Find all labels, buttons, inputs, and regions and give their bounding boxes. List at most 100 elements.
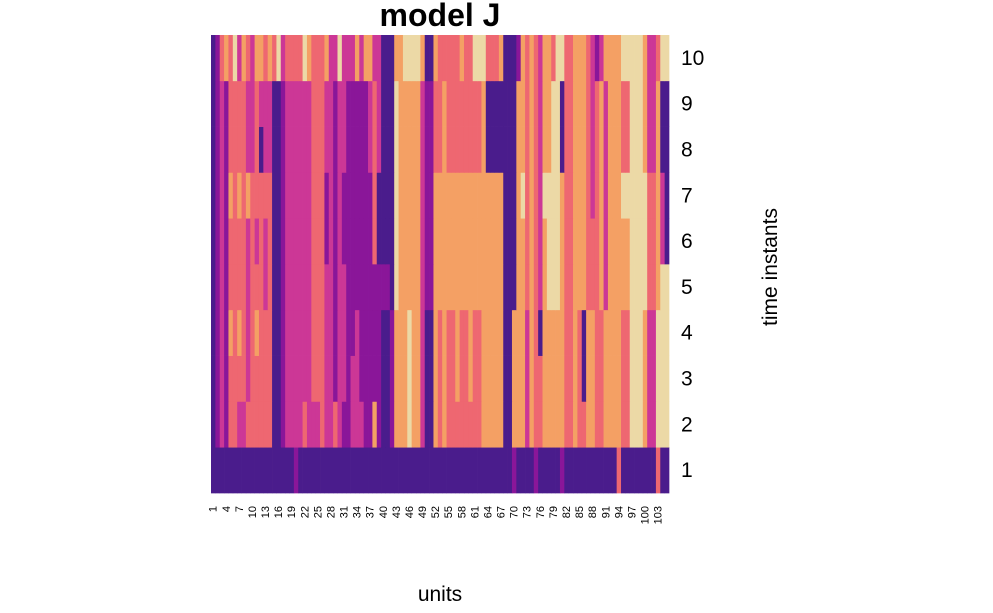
heatmap-cell <box>372 172 378 219</box>
heatmap-cell <box>481 80 487 127</box>
x-tick-label: 85 <box>574 506 586 518</box>
heatmap-cell <box>520 35 526 82</box>
heatmap-cell <box>468 401 474 448</box>
heatmap-cell <box>219 264 225 311</box>
heatmap-cell <box>559 355 565 402</box>
heatmap-cell <box>581 35 587 82</box>
heatmap-cell <box>551 172 556 219</box>
heatmap-cell <box>446 401 452 448</box>
heatmap-cell <box>525 126 530 173</box>
heatmap-cell <box>429 355 434 402</box>
x-tick-label: 97 <box>626 506 638 518</box>
heatmap-cell <box>612 218 618 265</box>
heatmap-cell <box>368 35 373 82</box>
heatmap-cell <box>616 355 622 402</box>
heatmap-cell <box>211 126 216 173</box>
heatmap-cell <box>437 80 443 127</box>
heatmap-cell <box>607 172 613 219</box>
heatmap-cell <box>485 126 491 173</box>
y-tick-label: 8 <box>681 139 693 162</box>
heatmap-cell <box>607 218 613 265</box>
heatmap-cell <box>350 309 356 356</box>
heatmap-cell <box>398 264 404 311</box>
heatmap-cell <box>559 309 565 356</box>
heatmap-cell <box>315 309 321 356</box>
heatmap-cell <box>402 172 408 219</box>
heatmap-cell <box>381 218 386 265</box>
heatmap-cell <box>320 309 325 356</box>
heatmap-cell <box>337 172 343 219</box>
heatmap-cell <box>341 447 347 494</box>
heatmap-cell <box>503 218 508 265</box>
heatmap-cell <box>324 309 330 356</box>
heatmap-cell <box>581 264 587 311</box>
heatmap-cell <box>311 35 317 82</box>
heatmap-cell <box>254 355 260 402</box>
heatmap-cell <box>577 447 583 494</box>
heatmap-cell <box>642 218 648 265</box>
heatmap-cell <box>215 355 221 402</box>
heatmap-cell <box>368 126 373 173</box>
heatmap-cell <box>511 80 517 127</box>
heatmap-cell <box>642 447 648 494</box>
heatmap-cell <box>394 309 399 356</box>
heatmap-cell <box>516 401 522 448</box>
heatmap-cell <box>354 218 360 265</box>
heatmap-cell <box>629 126 635 173</box>
heatmap-cell <box>272 401 277 448</box>
heatmap-cell <box>450 172 456 219</box>
heatmap-cell <box>302 218 308 265</box>
heatmap-cell <box>402 447 408 494</box>
heatmap-cell <box>616 35 622 82</box>
heatmap-cell <box>599 172 604 219</box>
heatmap-cell <box>211 80 216 127</box>
heatmap-cell <box>573 264 578 311</box>
heatmap-cell <box>525 264 530 311</box>
heatmap-cell <box>272 218 277 265</box>
heatmap-cell <box>402 126 408 173</box>
heatmap-cell <box>224 35 229 82</box>
heatmap-cell <box>503 355 508 402</box>
heatmap-cell <box>655 264 661 311</box>
heatmap-cell <box>368 80 373 127</box>
heatmap-cell <box>494 264 500 311</box>
heatmap-cell <box>586 355 591 402</box>
heatmap-cell <box>603 264 609 311</box>
heatmap-cell <box>538 264 543 311</box>
heatmap-cell <box>511 309 517 356</box>
heatmap-cell <box>555 80 561 127</box>
heatmap-cell <box>490 126 495 173</box>
heatmap-cell <box>337 447 343 494</box>
heatmap-cell <box>516 264 522 311</box>
heatmap-cell <box>516 355 522 402</box>
heatmap-cell <box>285 447 290 494</box>
x-tick-label: 13 <box>260 506 272 518</box>
heatmap-cell <box>376 355 382 402</box>
heatmap-cell <box>424 264 430 311</box>
heatmap-cell <box>372 309 378 356</box>
heatmap-cell <box>616 264 622 311</box>
heatmap-cell <box>634 264 639 311</box>
heatmap-cell <box>276 401 282 448</box>
heatmap-cell <box>389 447 395 494</box>
heatmap-cell <box>607 355 613 402</box>
heatmap-cell <box>612 126 618 173</box>
heatmap-cell <box>363 35 369 82</box>
heatmap-cell <box>429 172 434 219</box>
heatmap-cell <box>621 264 626 311</box>
heatmap-cell <box>660 401 665 448</box>
heatmap-cell <box>306 126 312 173</box>
heatmap-cell <box>402 35 408 82</box>
heatmap-cell <box>490 172 495 219</box>
heatmap-cell <box>211 218 216 265</box>
x-tick-labels: 1 4 7 10 13 16 19 22 25 28 31 34 37 40 43 46 49 52 55 58 61 6… <box>208 506 665 524</box>
heatmap-cell <box>363 80 369 127</box>
heatmap-cell <box>625 126 631 173</box>
heatmap-cell <box>446 126 452 173</box>
heatmap-cell <box>590 126 596 173</box>
heatmap-cell <box>485 309 491 356</box>
heatmap-cell <box>215 264 221 311</box>
heatmap-cell <box>586 218 591 265</box>
heatmap-cell <box>516 172 522 219</box>
heatmap-cell <box>490 355 495 402</box>
